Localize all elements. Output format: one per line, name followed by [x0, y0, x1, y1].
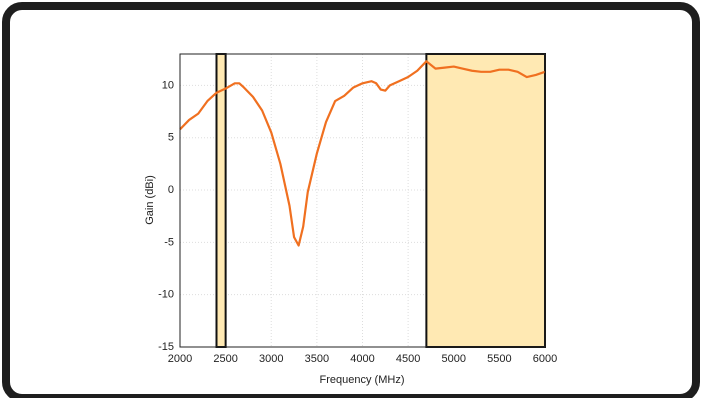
y-tick-label: -10	[158, 289, 174, 301]
x-tick-label: 2000	[168, 353, 192, 365]
y-tick-label: 0	[168, 184, 174, 196]
y-tick-label: 5	[168, 132, 174, 144]
plot-border	[179, 53, 546, 348]
y-tick-label: 10	[162, 79, 174, 91]
band	[425, 53, 546, 348]
x-tick-label: 3500	[305, 353, 329, 365]
y-axis-label: Gain (dBi)	[144, 175, 156, 225]
x-tick-label: 3000	[259, 353, 283, 365]
band	[215, 53, 227, 348]
x-tick-label: 5500	[487, 353, 511, 365]
x-tick-label: 6000	[533, 353, 557, 365]
x-tick-label: 5000	[442, 353, 466, 365]
y-tick-label: -15	[158, 341, 174, 353]
x-tick-label: 2500	[213, 353, 237, 365]
y-tick-label: -5	[164, 236, 174, 248]
x-tick-label: 4500	[396, 353, 420, 365]
data-line	[179, 60, 546, 247]
x-axis-label: Frequency (MHz)	[320, 374, 405, 386]
x-tick-label: 4000	[350, 353, 374, 365]
